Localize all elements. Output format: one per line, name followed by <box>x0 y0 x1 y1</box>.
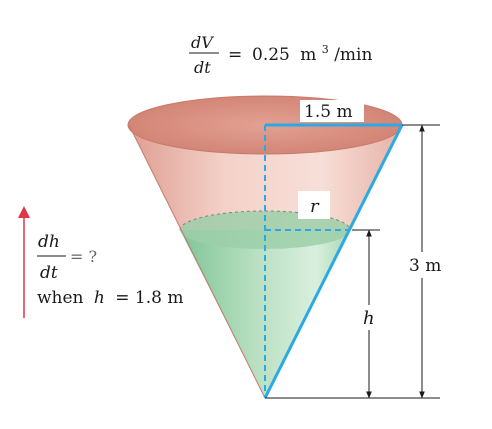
water-radius-label: r <box>310 196 320 217</box>
when-word: when <box>37 288 84 308</box>
given-rate-unit-rest: /min <box>334 45 372 65</box>
water-radius-label-box <box>298 191 330 219</box>
when-h-variable: h <box>94 288 105 308</box>
when-condition: when h = 1.8 m <box>37 288 184 308</box>
cone-slant-line <box>263 124 404 399</box>
top-radius-label: 1.5 m <box>304 102 353 122</box>
when-h-value: = 1.8 m <box>115 288 183 308</box>
rising-arrow-head <box>18 206 30 218</box>
given-rate-number: 0.25 <box>252 45 290 65</box>
given-rate-unit-exponent: 3 <box>322 43 329 56</box>
dh-numerator: dh <box>38 232 60 252</box>
water-surface-back-edge <box>179 210 351 231</box>
top-radius-label-box <box>300 100 364 122</box>
given-rate-unit-m: m <box>300 45 316 65</box>
water-volume <box>180 230 350 398</box>
given-rate-value: 0.25 m 3 /min <box>252 38 372 65</box>
total-height-label: 3 m <box>409 256 441 276</box>
given-rate-equals: = <box>228 45 242 65</box>
dv-numerator: dV <box>191 33 214 52</box>
dh-denominator: dt <box>40 263 58 283</box>
cone-left-edge <box>128 124 266 399</box>
dv-denominator: dt <box>194 58 211 77</box>
unknown-rate-equals: = ? <box>70 247 97 266</box>
water-height-label: h <box>363 308 375 329</box>
